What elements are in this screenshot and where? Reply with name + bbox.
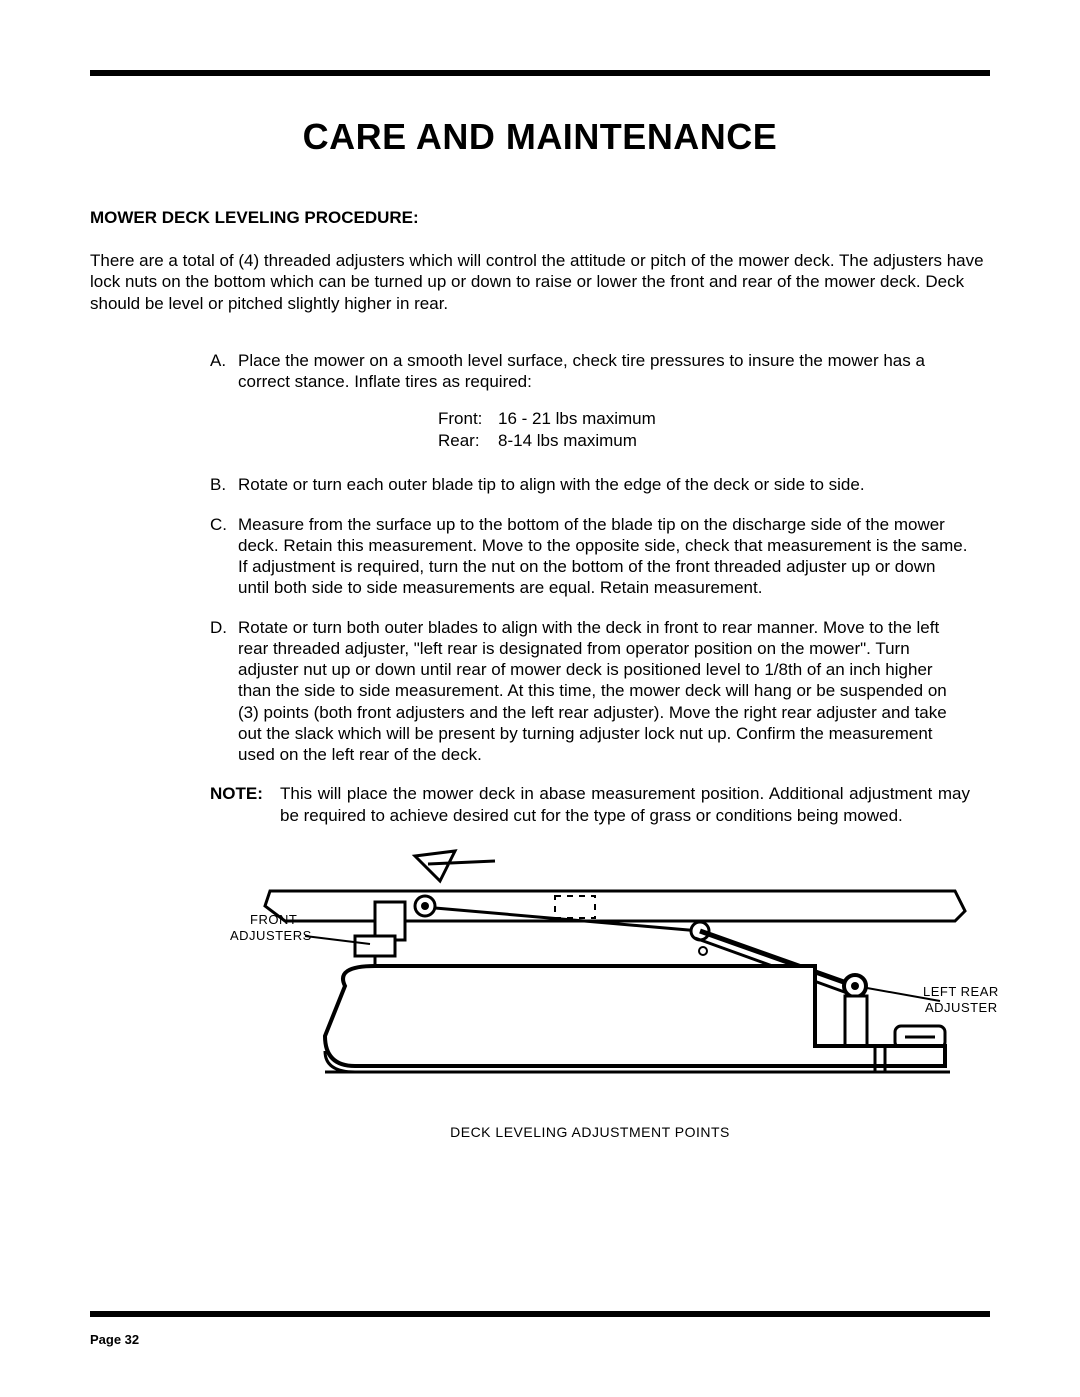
- item-text: Measure from the surface up to the botto…: [238, 514, 970, 599]
- pressure-label: Rear:: [438, 430, 498, 452]
- note-text: This will place the mower deck in abase …: [280, 783, 970, 826]
- deck-diagram: FRONT ADJUSTERS LEFT REAR ADJUSTER: [175, 836, 1005, 1116]
- pressure-row: Rear: 8-14 lbs maximum: [438, 430, 970, 452]
- item-text: Place the mower on a smooth level surfac…: [238, 351, 925, 391]
- item-body: Place the mower on a smooth level surfac…: [238, 350, 970, 457]
- list-item: C. Measure from the surface up to the bo…: [210, 514, 970, 599]
- item-text: Rotate or turn each outer blade tip to a…: [238, 474, 970, 495]
- list-item: A. Place the mower on a smooth level sur…: [210, 350, 970, 457]
- list-item: B. Rotate or turn each outer blade tip t…: [210, 474, 970, 495]
- page-number: Page 32: [90, 1332, 139, 1347]
- page-title: CARE AND MAINTENANCE: [90, 116, 990, 158]
- intro-paragraph: There are a total of (4) threaded adjust…: [90, 250, 990, 314]
- pressure-block: Front: 16 - 21 lbs maximum Rear: 8-14 lb…: [238, 408, 970, 452]
- left-rear-label-2: ADJUSTER: [925, 1000, 998, 1015]
- pressure-value: 16 - 21 lbs maximum: [498, 408, 656, 430]
- bottom-rule: [90, 1311, 990, 1317]
- figure-caption: DECK LEVELING ADJUSTMENT POINTS: [170, 1124, 1010, 1140]
- front-adjusters-label-1: FRONT: [250, 912, 297, 927]
- item-letter: C.: [210, 514, 238, 599]
- top-rule: [90, 70, 990, 76]
- section-heading: MOWER DECK LEVELING PROCEDURE:: [90, 208, 990, 228]
- front-adjusters-label-2: ADJUSTERS: [230, 928, 312, 943]
- procedure-list: A. Place the mower on a smooth level sur…: [90, 350, 990, 1140]
- page: CARE AND MAINTENANCE MOWER DECK LEVELING…: [0, 0, 1080, 1397]
- note-label: NOTE:: [210, 783, 280, 826]
- item-letter: A.: [210, 350, 238, 457]
- item-letter: B.: [210, 474, 238, 495]
- item-text: Rotate or turn both outer blades to alig…: [238, 617, 970, 766]
- item-letter: D.: [210, 617, 238, 766]
- left-rear-label-1: LEFT REAR: [923, 984, 999, 999]
- pressure-label: Front:: [438, 408, 498, 430]
- pressure-value: 8-14 lbs maximum: [498, 430, 637, 452]
- figure: FRONT ADJUSTERS LEFT REAR ADJUSTER DECK …: [170, 836, 1010, 1140]
- list-item: D. Rotate or turn both outer blades to a…: [210, 617, 970, 766]
- pressure-row: Front: 16 - 21 lbs maximum: [438, 408, 970, 430]
- note-block: NOTE: This will place the mower deck in …: [210, 783, 970, 826]
